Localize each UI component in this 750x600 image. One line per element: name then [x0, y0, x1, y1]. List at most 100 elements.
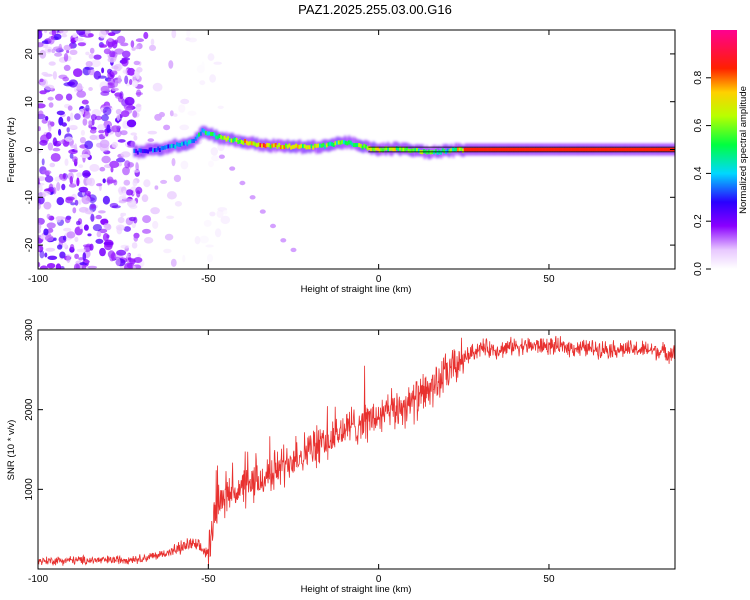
ridge-cell	[383, 146, 386, 151]
ridge-cell	[549, 147, 551, 152]
noise-blob	[133, 60, 140, 66]
ridge-cell	[179, 143, 182, 147]
noise-blob	[78, 186, 89, 193]
ridge-cell	[290, 145, 293, 150]
ridge-cell	[509, 147, 512, 152]
noise-blob	[79, 108, 85, 116]
noise-blob	[78, 199, 82, 205]
noise-blob	[213, 61, 222, 65]
ridge-cell	[458, 146, 461, 151]
noise-blob	[39, 90, 47, 95]
ridge-cell	[584, 147, 587, 152]
noise-blob	[132, 179, 138, 187]
noise-blob	[38, 30, 43, 39]
ridge-cell	[511, 147, 514, 152]
ridge-cell	[545, 147, 548, 152]
ridge-cell	[302, 144, 304, 149]
y-tick-label: 3000	[24, 318, 35, 341]
noise-blob	[76, 83, 83, 91]
noise-blob	[111, 141, 118, 148]
noise-blob	[133, 169, 140, 173]
ridge-cell	[300, 143, 303, 148]
ridge-cell	[494, 147, 497, 152]
noise-blob	[150, 38, 155, 46]
y-tick-label: 20	[24, 48, 35, 60]
ridge-cell	[331, 142, 333, 147]
ridge-cell	[414, 148, 417, 153]
noise-blob	[98, 129, 105, 134]
noise-blob	[72, 156, 78, 163]
noise-blob	[41, 169, 52, 175]
noise-blob	[44, 252, 48, 258]
noise-blob	[69, 176, 74, 185]
ridge-cell	[513, 147, 516, 152]
ridge-cell	[160, 146, 163, 151]
noise-blob	[120, 42, 129, 47]
ridge-cell	[359, 143, 362, 148]
x-tick-label: 50	[543, 274, 555, 285]
ridge-cell	[354, 143, 357, 147]
y-tick-label: 1000	[24, 478, 35, 501]
ridge-cell	[404, 148, 407, 153]
ridge-cell	[409, 149, 412, 153]
noise-blob	[76, 177, 80, 187]
ridge-cell	[210, 132, 212, 137]
ridge-cell	[617, 147, 620, 152]
noise-blob	[128, 258, 136, 263]
noise-blob	[50, 153, 61, 162]
ridge-cell	[172, 143, 175, 148]
noise-blob	[38, 110, 44, 117]
noise-blob	[111, 65, 119, 70]
noise-blob	[96, 231, 102, 238]
noise-blob	[55, 93, 64, 101]
noise-blob	[66, 254, 71, 263]
snr-y-ticks: 1000 2000 3000	[24, 318, 675, 500]
noise-blob	[154, 185, 159, 190]
noise-blob	[194, 236, 201, 245]
noise-blob	[82, 252, 87, 261]
ridge-cell	[496, 147, 499, 152]
noise-blob	[38, 192, 46, 199]
noise-blob	[160, 179, 168, 184]
ridge-cell	[213, 132, 216, 137]
noise-blob	[54, 52, 63, 57]
ridge-cell	[542, 147, 545, 152]
noise-blob	[74, 113, 81, 120]
ridge-cell	[467, 147, 470, 152]
ridge-cell	[242, 141, 245, 145]
noise-blob	[87, 265, 98, 269]
noise-blob	[143, 179, 151, 188]
noise-blob	[90, 204, 96, 209]
noise-blob	[52, 147, 61, 152]
ridge-cell	[583, 147, 585, 152]
noise-blob	[187, 37, 197, 43]
noise-blob	[211, 155, 220, 162]
noise-blob	[122, 196, 127, 200]
ridge-cell	[147, 149, 149, 154]
ridge-cell	[269, 144, 272, 149]
ridge-cell	[480, 147, 483, 152]
noise-blob	[164, 233, 174, 241]
noise-blob	[220, 215, 231, 225]
noise-blob	[85, 104, 90, 112]
noise-blob	[55, 216, 62, 223]
ridge-cell	[349, 140, 352, 145]
noise-blob	[62, 242, 67, 248]
diagonal-branch-point	[259, 209, 266, 214]
noise-blob	[78, 257, 84, 261]
noise-blob	[86, 178, 92, 186]
ridge-cell	[291, 144, 294, 149]
colorbar-tick-label: 0.2	[693, 214, 704, 228]
ridge-cell	[307, 145, 310, 150]
noise-blob	[45, 116, 49, 121]
noise-blob	[41, 71, 48, 76]
noise-blob	[166, 191, 177, 200]
noise-blob	[109, 50, 116, 58]
ridge-cell	[342, 140, 345, 145]
noise-blob	[77, 42, 86, 47]
noise-blob	[64, 136, 73, 142]
ridge-cell	[184, 140, 187, 145]
snr-frame	[37, 329, 676, 570]
ridge-cell	[579, 147, 582, 152]
noise-blob	[53, 33, 62, 40]
